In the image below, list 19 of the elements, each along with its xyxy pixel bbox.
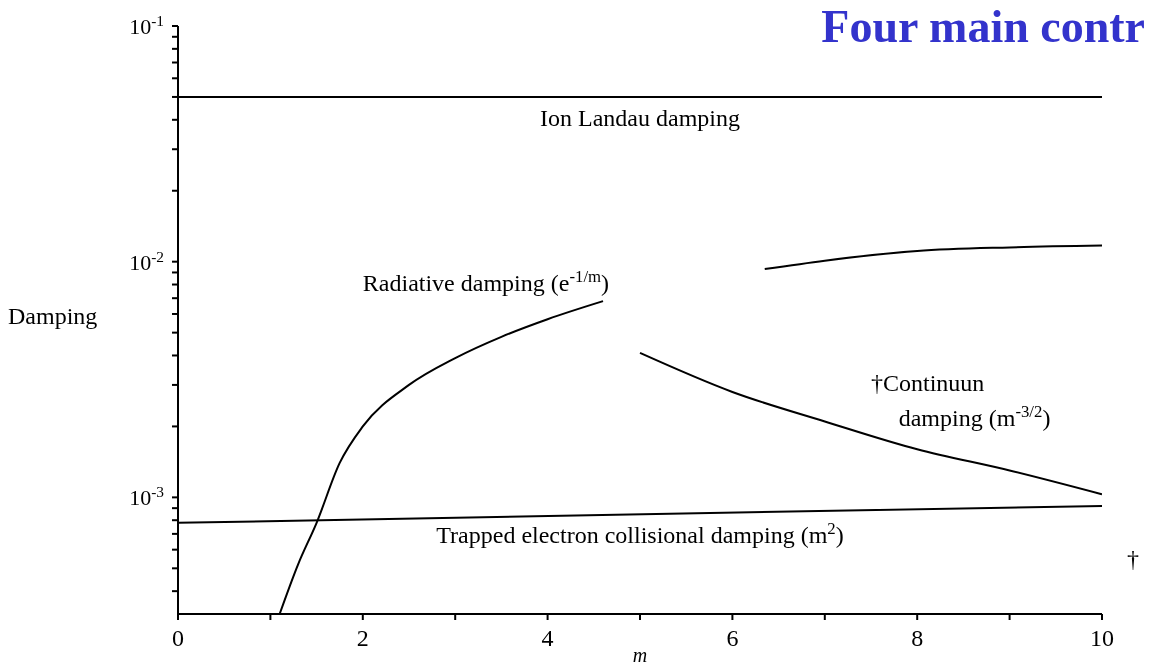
annotation: †Continuun bbox=[871, 369, 985, 396]
x-tick-label: 0 bbox=[172, 625, 184, 651]
annotation: Ion Landau damping bbox=[540, 104, 740, 131]
y-axis-title: Damping bbox=[8, 303, 98, 329]
x-axis-title: m bbox=[632, 644, 648, 666]
chart-title: Four main contr bbox=[821, 1, 1145, 52]
annotation: Radiative damping (e$^{-1/m}$) bbox=[362, 266, 610, 296]
y-tick-label: 10$^{-2}$ bbox=[129, 247, 164, 275]
x-tick-label: 8 bbox=[911, 625, 924, 651]
y-tick-label: 10$^{-3}$ bbox=[129, 482, 165, 511]
x-tick-label: 10 bbox=[1090, 625, 1114, 651]
annotation: damping (m$^{-3/2}$) bbox=[898, 401, 1051, 431]
annotation: Trapped electron collisional damping (m$^{2}$) bbox=[436, 518, 844, 549]
line-series bbox=[639, 351, 1102, 496]
x-tick-label: 6 bbox=[726, 625, 739, 651]
x-tick-label: 4 bbox=[541, 625, 554, 651]
text: † bbox=[1126, 545, 1139, 572]
y-tick-label: 10$^{-1}$ bbox=[129, 11, 164, 39]
x-tick-label: 2 bbox=[356, 625, 369, 651]
